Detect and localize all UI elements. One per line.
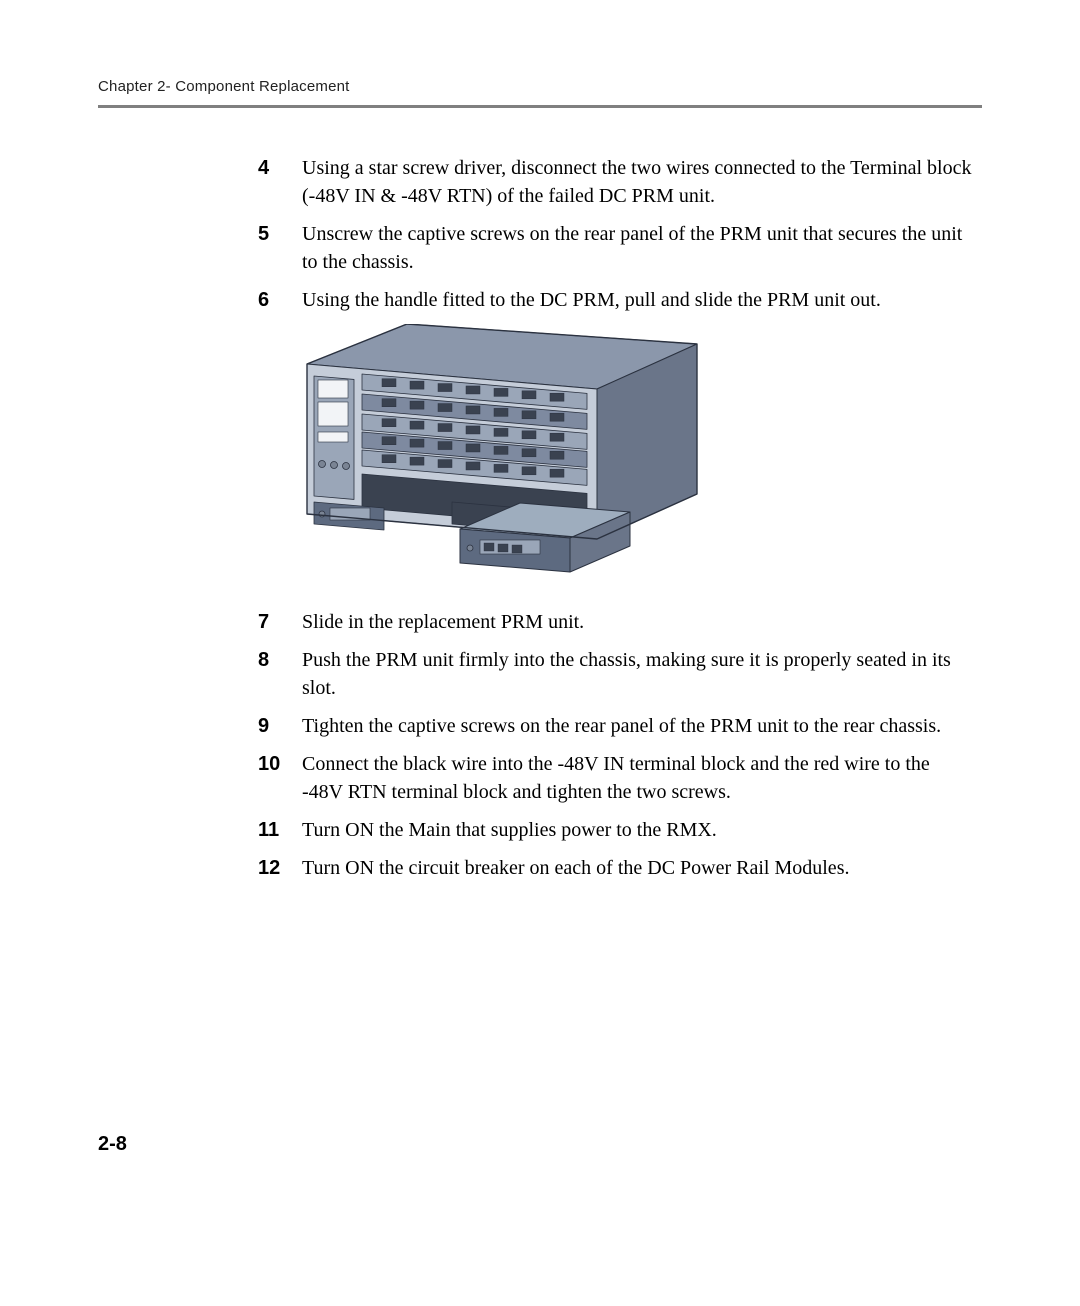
step-text: Unscrew the captive screws on the rear p… xyxy=(302,220,972,276)
step-12: 12 Turn ON the circuit breaker on each o… xyxy=(258,854,972,882)
step-text: Tighten the captive screws on the rear p… xyxy=(302,712,941,740)
step-text: Turn ON the Main that supplies power to … xyxy=(302,816,717,844)
step-6: 6 Using the handle fitted to the DC PRM,… xyxy=(258,286,972,314)
step-number: 12 xyxy=(258,854,302,882)
step-text: Connect the black wire into the -48V IN … xyxy=(302,750,972,806)
step-11: 11 Turn ON the Main that supplies power … xyxy=(258,816,972,844)
step-number: 11 xyxy=(258,816,302,844)
step-number: 7 xyxy=(258,608,302,636)
page-number: 2-8 xyxy=(98,1133,127,1156)
step-number: 8 xyxy=(258,646,302,674)
running-head: Chapter 2- Component Replacement xyxy=(98,78,982,95)
step-7: 7 Slide in the replacement PRM unit. xyxy=(258,608,972,636)
step-number: 9 xyxy=(258,712,302,740)
step-5: 5 Unscrew the captive screws on the rear… xyxy=(258,220,972,276)
page: Chapter 2- Component Replacement 4 Using… xyxy=(0,0,1080,1306)
step-number: 5 xyxy=(258,220,302,248)
chassis-figure xyxy=(302,324,972,594)
step-text: Using a star screw driver, disconnect th… xyxy=(302,154,972,210)
chassis-illustration xyxy=(302,324,702,594)
step-10: 10 Connect the black wire into the -48V … xyxy=(258,750,972,806)
step-text: Using the handle fitted to the DC PRM, p… xyxy=(302,286,881,314)
instruction-list: 4 Using a star screw driver, disconnect … xyxy=(258,154,972,882)
step-text: Slide in the replacement PRM unit. xyxy=(302,608,584,636)
step-text: Turn ON the circuit breaker on each of t… xyxy=(302,854,849,882)
step-4: 4 Using a star screw driver, disconnect … xyxy=(258,154,972,210)
step-text: Push the PRM unit firmly into the chassi… xyxy=(302,646,972,702)
step-number: 4 xyxy=(258,154,302,182)
step-8: 8 Push the PRM unit firmly into the chas… xyxy=(258,646,972,702)
step-number: 10 xyxy=(258,750,302,778)
header-rule xyxy=(98,105,982,108)
step-9: 9 Tighten the captive screws on the rear… xyxy=(258,712,972,740)
step-number: 6 xyxy=(258,286,302,314)
